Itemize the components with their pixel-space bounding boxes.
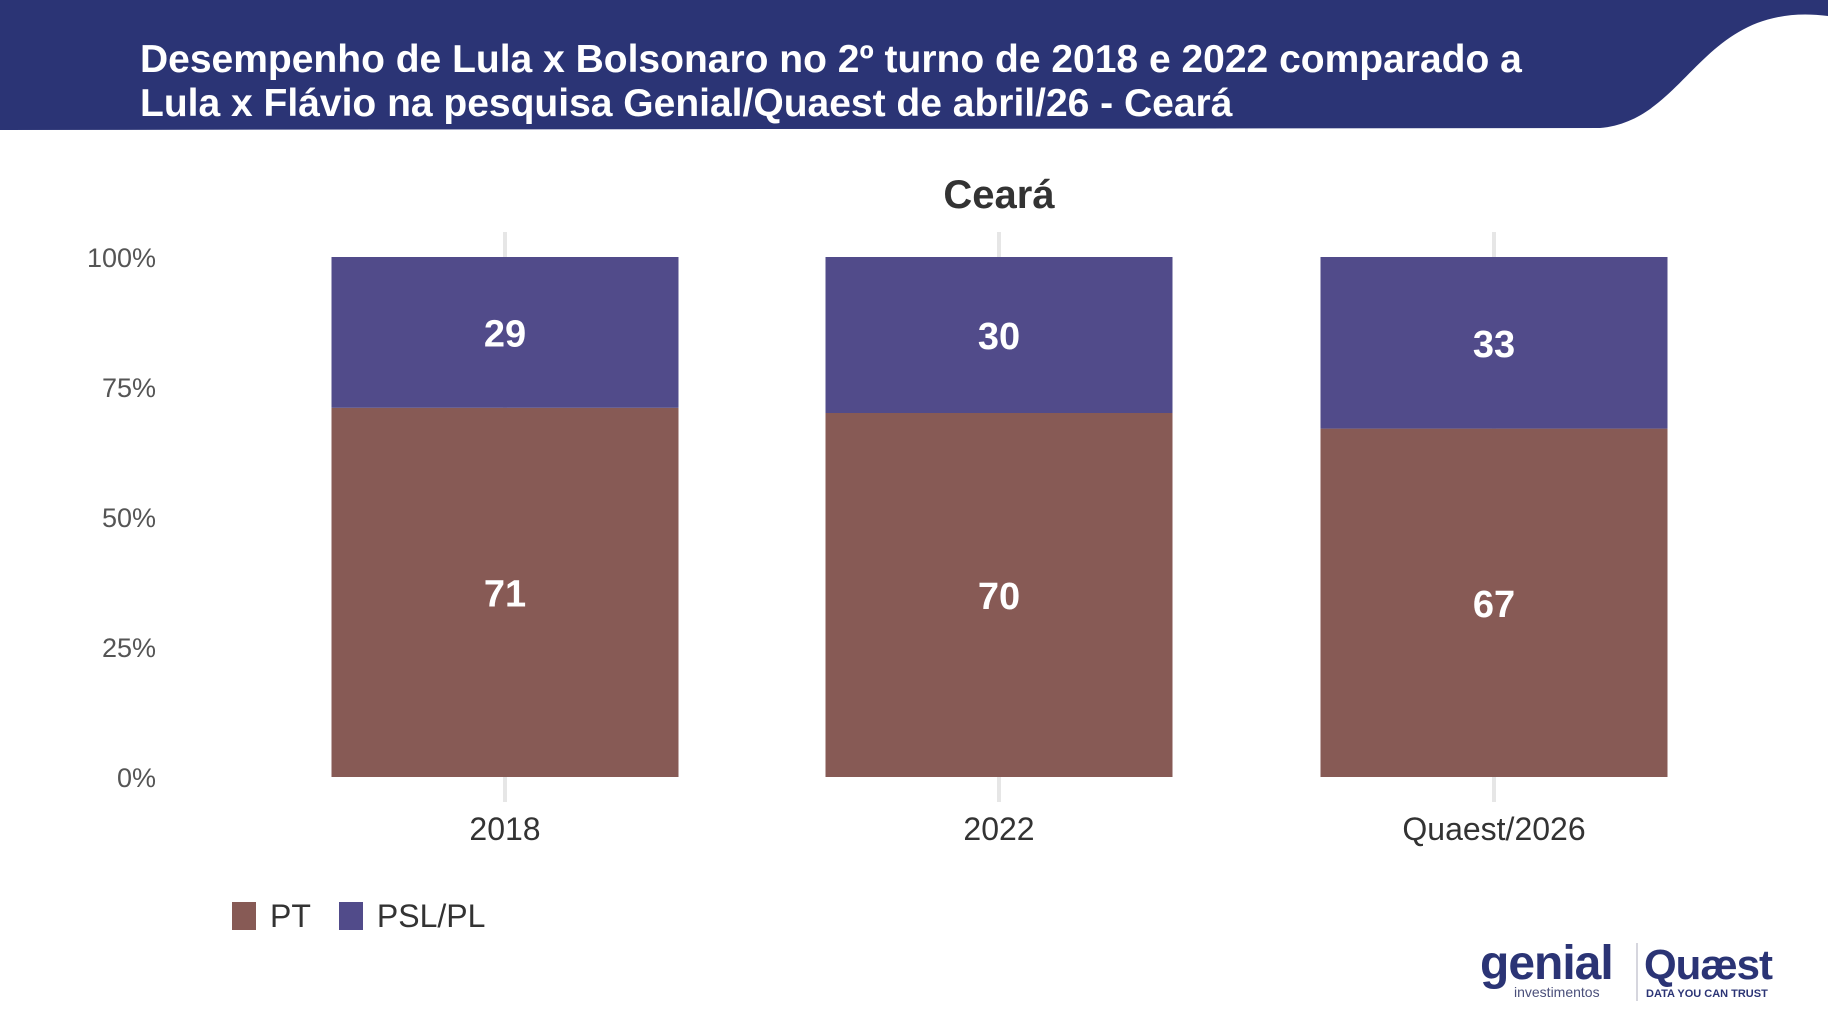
bar-psl-pl-2 [1320,257,1668,429]
x-tick-label: Quaest/2026 [1402,811,1585,847]
quaest-logo-subtext: DATA YOU CAN TRUST [1646,988,1768,1000]
y-tick-label: 75% [102,373,156,403]
data-label: 33 [1473,324,1515,366]
slide-title: Desempenho de Lula x Bolsonaro no 2º tur… [140,38,1560,126]
legend-item: PT [232,898,311,935]
bar-pt-2 [1320,428,1668,777]
header-band [0,0,1828,130]
slide-title-line-1: Desempenho de Lula x Bolsonaro no 2º tur… [140,38,1522,81]
slide-title-line-2: Lula x Flávio na pesquisa Genial/Quaest … [140,82,1233,125]
y-tick-label: 50% [102,503,156,533]
data-label: 70 [978,576,1020,618]
data-label: 29 [484,313,526,355]
brand-logos: genial investimentos Quæst DATA YOU CAN … [1480,937,1774,1001]
legend-swatch [232,902,256,930]
bars: 71 29 70 30 67 33 [331,257,1668,777]
data-label: 67 [1473,584,1515,626]
x-tick-label: 2018 [469,811,540,847]
y-tick-label: 0% [117,763,156,793]
bar-pt-0 [331,407,679,777]
legend-item: PSL/PL [338,897,486,935]
chart-title: Ceará [943,173,1055,217]
genial-logo-subtext: investimentos [1514,984,1600,1000]
legend-label: PSL/PL [376,897,486,934]
y-tick-label: 25% [102,633,156,663]
data-label: 71 [484,573,526,615]
legend: PT PSL/PL [232,896,485,936]
bar-psl-pl-1 [825,257,1173,413]
x-axis: 2018 2022 Quaest/2026 [469,811,1585,847]
legend-label: PT [270,897,311,934]
x-tick-label: 2022 [963,811,1034,847]
quaest-logo: Quæst DATA YOU CAN TRUST [1644,941,1774,1000]
y-tick-label: 100% [87,243,156,273]
genial-logo-text: genial [1480,937,1613,990]
genial-logo: genial investimentos [1480,937,1614,1000]
data-label: 30 [978,316,1020,358]
bar-pt-1 [825,413,1173,777]
quaest-logo-text: Quæst [1644,941,1773,988]
bar-psl-pl-0 [331,257,679,408]
legend-swatch [338,902,363,930]
y-axis: 0% 25% 50% 75% 100% [87,243,156,793]
